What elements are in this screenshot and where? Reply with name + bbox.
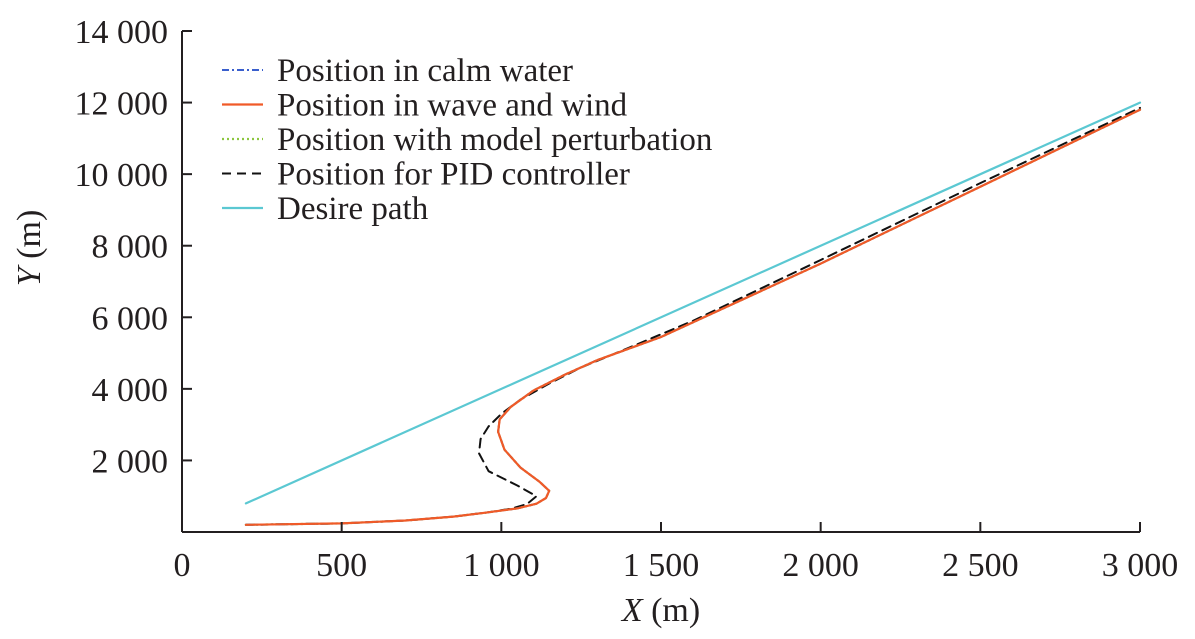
y-tick-label: 14 000	[75, 14, 169, 51]
x-tick-label: 2 500	[942, 547, 1019, 584]
x-axis-var: X	[620, 592, 644, 629]
x-tick-label: 0	[174, 547, 191, 584]
y-tick-label: 8 000	[92, 229, 169, 266]
series-line-4	[244, 101, 1142, 505]
legend-label: Position in calm water	[277, 53, 573, 89]
x-tick-label: 500	[316, 547, 367, 584]
x-axis-title: X (m)	[620, 592, 700, 629]
series-line-3	[244, 106, 1141, 526]
y-axis-unit: (m)	[11, 210, 48, 268]
y-axis-title: Y (m)	[11, 210, 48, 287]
series-line-1	[244, 108, 1142, 526]
y-tick-label: 12 000	[75, 86, 169, 123]
x-tick-label: 1 500	[623, 547, 700, 584]
legend-label: Position for PID controller	[277, 157, 630, 193]
ticks: 0 500 1 000 1 500 2 000 2 500 3 000 2 000 4 000 6…	[75, 14, 1179, 584]
x-tick-label: 2 000	[782, 547, 859, 584]
y-tick-label: 6 000	[92, 300, 169, 337]
y-tick-label: 4 000	[92, 372, 169, 409]
x-tick-label: 1 000	[463, 547, 540, 584]
series-layer	[244, 101, 1142, 526]
x-tick-label: 3 000	[1102, 547, 1179, 584]
y-axis-var: Y	[11, 264, 48, 286]
y-tick-label: 2 000	[92, 443, 169, 480]
legend-label: Desire path	[277, 191, 429, 227]
x-axis-unit: (m)	[643, 592, 701, 629]
y-tick-label: 10 000	[75, 157, 169, 194]
legend-label: Position with model perturbation	[277, 122, 712, 158]
legend-label: Position in wave and wind	[277, 88, 628, 124]
